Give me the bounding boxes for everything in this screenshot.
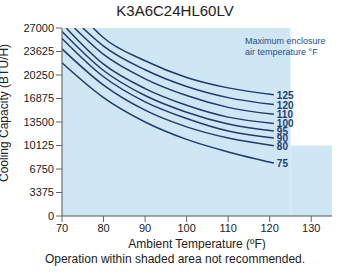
svg-text:90: 90 — [276, 133, 288, 144]
svg-text:6750: 6750 — [30, 163, 54, 175]
svg-text:100: 100 — [177, 222, 195, 234]
svg-text:80: 80 — [97, 222, 109, 234]
svg-text:20250: 20250 — [23, 69, 54, 81]
html-text:K3A6C24HL60LV: K3A6C24HL60LV — [116, 2, 234, 19]
svg-text:0: 0 — [48, 210, 54, 222]
svg-text:13500: 13500 — [23, 116, 54, 128]
svg-text:75: 75 — [277, 158, 289, 169]
svg-text:Ambient Temperature (ºF): Ambient Temperature (ºF) — [128, 237, 266, 250]
html-text:air temperature °F: air temperature °F — [245, 47, 318, 57]
svg-text:Cooling Capacity (BTU/H): Cooling Capacity (BTU/H) — [8, 44, 11, 182]
svg-text:23625: 23625 — [23, 45, 54, 57]
svg-text:125: 125 — [276, 89, 294, 101]
html-text:Operation within shaded area n: Operation within shaded area not recomme… — [44, 252, 306, 266]
svg-text:110: 110 — [276, 109, 293, 121]
svg-text:120: 120 — [276, 99, 294, 111]
svg-text:70: 70 — [56, 222, 68, 234]
svg-text:110: 110 — [219, 222, 237, 234]
svg-text:130: 130 — [302, 222, 320, 234]
svg-text:95: 95 — [276, 126, 288, 138]
svg-text:16875: 16875 — [23, 92, 54, 104]
svg-text:90: 90 — [139, 222, 151, 234]
svg-text:80: 80 — [277, 141, 289, 152]
html-text:Maximum enclosure: Maximum enclosure — [245, 36, 326, 46]
svg-text:100: 100 — [276, 118, 294, 130]
svg-text:3375: 3375 — [30, 186, 54, 198]
svg-text:120: 120 — [261, 222, 279, 234]
svg-text:10125: 10125 — [23, 139, 54, 151]
svg-text:27000: 27000 — [23, 22, 54, 34]
